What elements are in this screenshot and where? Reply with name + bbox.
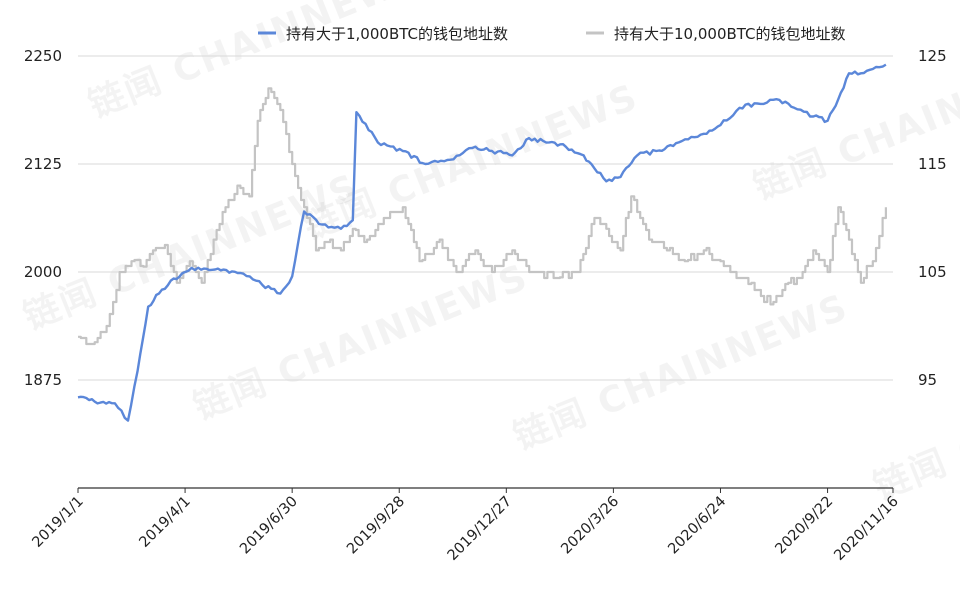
- y-left-tick-label: 1875: [24, 371, 62, 389]
- watermark-repeat: [18, 166, 365, 339]
- y-right-tick-label: 95: [918, 371, 937, 389]
- x-tick-label: 2020/3/26: [558, 494, 622, 558]
- x-tick-label: 2020/6/24: [665, 494, 729, 558]
- y-right-tick-label: 125: [918, 47, 947, 65]
- x-axis: 2019/1/1 2019/4/1 2019/6/30 2019/9/28 2019/1…: [29, 487, 902, 564]
- x-tick-label: 2020/11/16: [831, 494, 901, 564]
- x-tick-label: 2019/9/28: [344, 494, 408, 558]
- series-line-over-1000btc: [77, 63, 887, 422]
- watermark-repeat: [868, 336, 960, 509]
- legend-label: 持有大于10,000BTC的钱包地址数: [614, 25, 846, 43]
- y-left-tick-label: 2250: [24, 47, 62, 65]
- y-axis-right: 95 105 115 125: [918, 47, 947, 389]
- watermark-repeat: [188, 256, 535, 429]
- x-tick-label: 2019/4/1: [137, 494, 194, 551]
- grid-lines: [78, 55, 893, 381]
- y-left-tick-label: 2125: [24, 155, 62, 173]
- y-right-tick-label: 115: [918, 155, 947, 173]
- watermark-repeat: [508, 286, 855, 459]
- y-axis-left: 1875 2000 2125 2250: [24, 47, 62, 389]
- watermark-text: 链闻 CHAINNEWS: [83, 0, 429, 126]
- x-tick-label: 2019/12/27: [445, 494, 515, 564]
- y-left-tick-label: 2000: [24, 263, 62, 281]
- series-lines: [77, 63, 887, 422]
- series-line-over-10000btc: [78, 87, 887, 346]
- x-tick-label: 2019/1/1: [29, 494, 86, 551]
- x-tick-label: 2019/6/30: [237, 494, 301, 558]
- legend: 持有大于1,000BTC的钱包地址数 持有大于10,000BTC的钱包地址数: [258, 25, 846, 43]
- x-tick-label: 2020/9/22: [772, 494, 836, 558]
- legend-label: 持有大于1,000BTC的钱包地址数: [286, 25, 508, 43]
- y-right-tick-label: 105: [918, 263, 947, 281]
